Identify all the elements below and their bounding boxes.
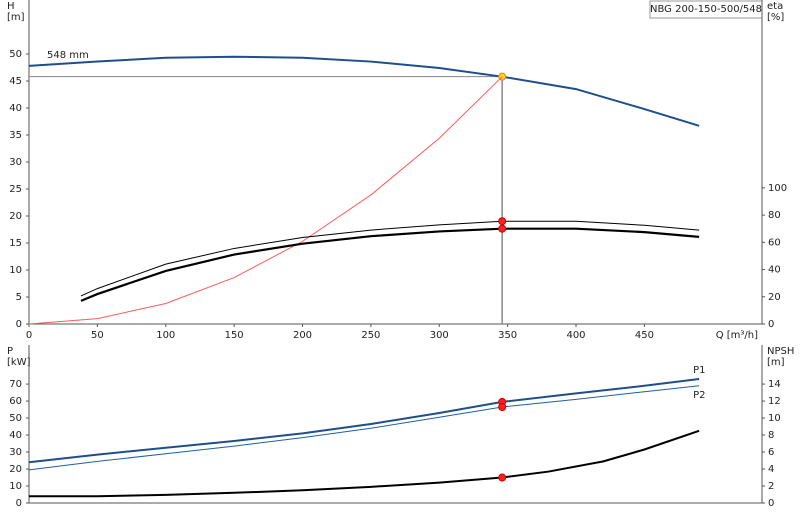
x-tick-label: 200 [293, 330, 312, 341]
y-axis-label: [m] [7, 12, 25, 23]
x-tick-label: 350 [498, 330, 517, 341]
y-tick-label: 20 [9, 211, 22, 222]
y-tick-label: 50 [9, 49, 22, 60]
y-tick-label: 20 [9, 464, 22, 475]
curve [28, 385, 700, 471]
y-tick-label: 30 [9, 157, 22, 168]
y2-axis-label: NPSH [767, 346, 794, 357]
y2-tick-label: 0 [768, 498, 774, 509]
series-label: P1 [693, 365, 705, 376]
y-tick-label: 45 [9, 76, 22, 87]
y2-tick-label: 8 [768, 430, 774, 441]
operating-marker [498, 403, 507, 412]
y-axis-label: [kW] [7, 357, 31, 368]
x-tick-label: 100 [156, 330, 175, 341]
x-tick-label: 250 [361, 330, 380, 341]
y2-tick-label: 80 [768, 210, 781, 221]
y-axis-label: P [7, 346, 13, 357]
y2-tick-label: 4 [768, 464, 774, 475]
y2-tick-label: 12 [768, 396, 781, 407]
y-tick-label: 15 [9, 238, 22, 249]
x-tick-label: 400 [566, 330, 585, 341]
operating-marker [498, 217, 507, 226]
curve-annotation: 548 mm [47, 50, 89, 61]
y-tick-label: 10 [9, 265, 22, 276]
curve [28, 377, 700, 464]
y2-axis-label: [%] [767, 12, 784, 23]
series-label: P2 [693, 390, 705, 401]
y-tick-label: 50 [9, 413, 22, 424]
x-tick-label: 300 [430, 330, 449, 341]
y-axis-label: H [7, 1, 15, 12]
y-tick-label: 70 [9, 379, 22, 390]
curve [29, 429, 700, 498]
y-tick-label: 60 [9, 396, 22, 407]
y-tick-label: 10 [9, 481, 22, 492]
y2-tick-label: 14 [768, 379, 781, 390]
operating-marker [498, 224, 507, 233]
y-tick-label: 35 [9, 130, 22, 141]
x-axis-label: Q [m³/h] [716, 330, 758, 341]
x-tick-label: 0 [26, 330, 32, 341]
y-tick-label: 40 [9, 430, 22, 441]
y2-tick-label: 10 [768, 413, 781, 424]
y-tick-label: 5 [16, 292, 22, 303]
curve [80, 227, 700, 302]
y2-tick-label: 60 [768, 237, 781, 248]
y-tick-label: 0 [16, 498, 22, 509]
chart-title: NBG 200-150-500/548 [650, 4, 762, 15]
curve [28, 55, 700, 127]
curve [28, 76, 503, 325]
y2-tick-label: 0 [768, 319, 774, 330]
y2-tick-label: 6 [768, 447, 774, 458]
y2-tick-label: 100 [768, 183, 787, 194]
y2-tick-label: 40 [768, 265, 781, 276]
y-tick-label: 0 [16, 319, 22, 330]
x-tick-label: 150 [225, 330, 244, 341]
y-tick-label: 25 [9, 184, 22, 195]
y2-tick-label: 20 [768, 292, 781, 303]
y2-axis-label: [m] [767, 357, 785, 368]
x-tick-label: 450 [635, 330, 654, 341]
x-tick-label: 50 [91, 330, 104, 341]
operating-marker [498, 473, 507, 482]
y2-tick-label: 2 [768, 481, 774, 492]
y-tick-label: 30 [9, 447, 22, 458]
y2-axis-label: eta [767, 1, 783, 12]
y-tick-label: 40 [9, 103, 22, 114]
curve [80, 220, 700, 297]
